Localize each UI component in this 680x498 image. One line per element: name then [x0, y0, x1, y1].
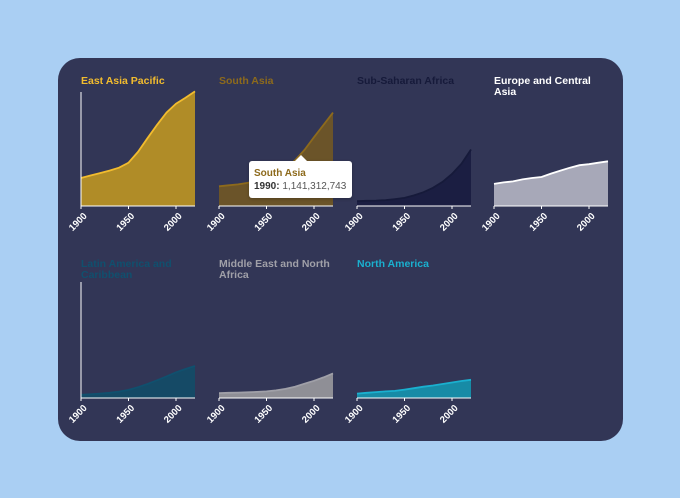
series-line	[493, 160, 609, 185]
panel-title: Sub-Saharan Africa	[357, 75, 455, 87]
panel-0: 1900 1950 2000	[67, 90, 196, 234]
panel-title: Latin America and Caribbean	[81, 258, 172, 281]
x-tick-label: 2000	[162, 403, 185, 426]
x-tick-label: 2000	[300, 211, 323, 234]
x-tick-label: 1900	[480, 211, 503, 234]
x-tick-label: 1950	[114, 403, 137, 426]
x-tick-label: 1950	[252, 403, 275, 426]
x-tick-label: 1900	[343, 403, 366, 426]
tooltip-value: 1,141,312,743	[282, 181, 347, 192]
tooltip: South Asia 1990: 1,141,312,743	[249, 155, 352, 198]
panel-title: East Asia Pacific	[81, 75, 165, 87]
tooltip-year: 1990:	[254, 181, 280, 192]
series-line	[356, 148, 472, 202]
x-tick-label: 2000	[162, 211, 185, 234]
area-fill	[219, 373, 333, 398]
x-tick-label: 2000	[438, 403, 461, 426]
x-tick-label: 1900	[67, 211, 90, 234]
x-tick-label: 1950	[527, 211, 550, 234]
panel-4: 1900 1950 2000	[67, 282, 196, 426]
area-fill	[357, 149, 471, 206]
panel-title: Europe and Central Asia	[494, 75, 591, 98]
x-tick-label: 1950	[114, 211, 137, 234]
tooltip-region: South Asia	[254, 168, 306, 179]
panel-title: South Asia	[219, 75, 274, 87]
series-line	[218, 372, 334, 394]
x-tick-label: 2000	[300, 403, 323, 426]
x-tick-label: 1950	[252, 211, 275, 234]
x-tick-label: 1900	[67, 403, 90, 426]
series-line	[356, 378, 472, 395]
panel-title: North America	[357, 258, 429, 270]
x-tick-label: 1950	[390, 211, 413, 234]
chart-card	[58, 58, 623, 441]
panel-6: 1900 1950 2000	[343, 378, 472, 426]
x-tick-label: 1950	[390, 403, 413, 426]
x-tick-label: 2000	[438, 211, 461, 234]
series-line	[80, 365, 196, 396]
panel-5: 1900 1950 2000	[205, 372, 334, 426]
x-tick-label: 1900	[205, 403, 228, 426]
series-line	[80, 90, 196, 179]
x-tick-label: 2000	[575, 211, 598, 234]
panel-3: 1900 1950 2000	[480, 160, 609, 234]
area-fill	[494, 161, 608, 206]
x-tick-label: 1900	[205, 211, 228, 234]
x-tick-label: 1900	[343, 211, 366, 234]
area-fill	[81, 91, 195, 206]
area-fill	[81, 366, 195, 398]
panel-2: 1900 1950 2000	[343, 148, 472, 234]
panel-title: Middle East and North Africa	[219, 258, 330, 281]
